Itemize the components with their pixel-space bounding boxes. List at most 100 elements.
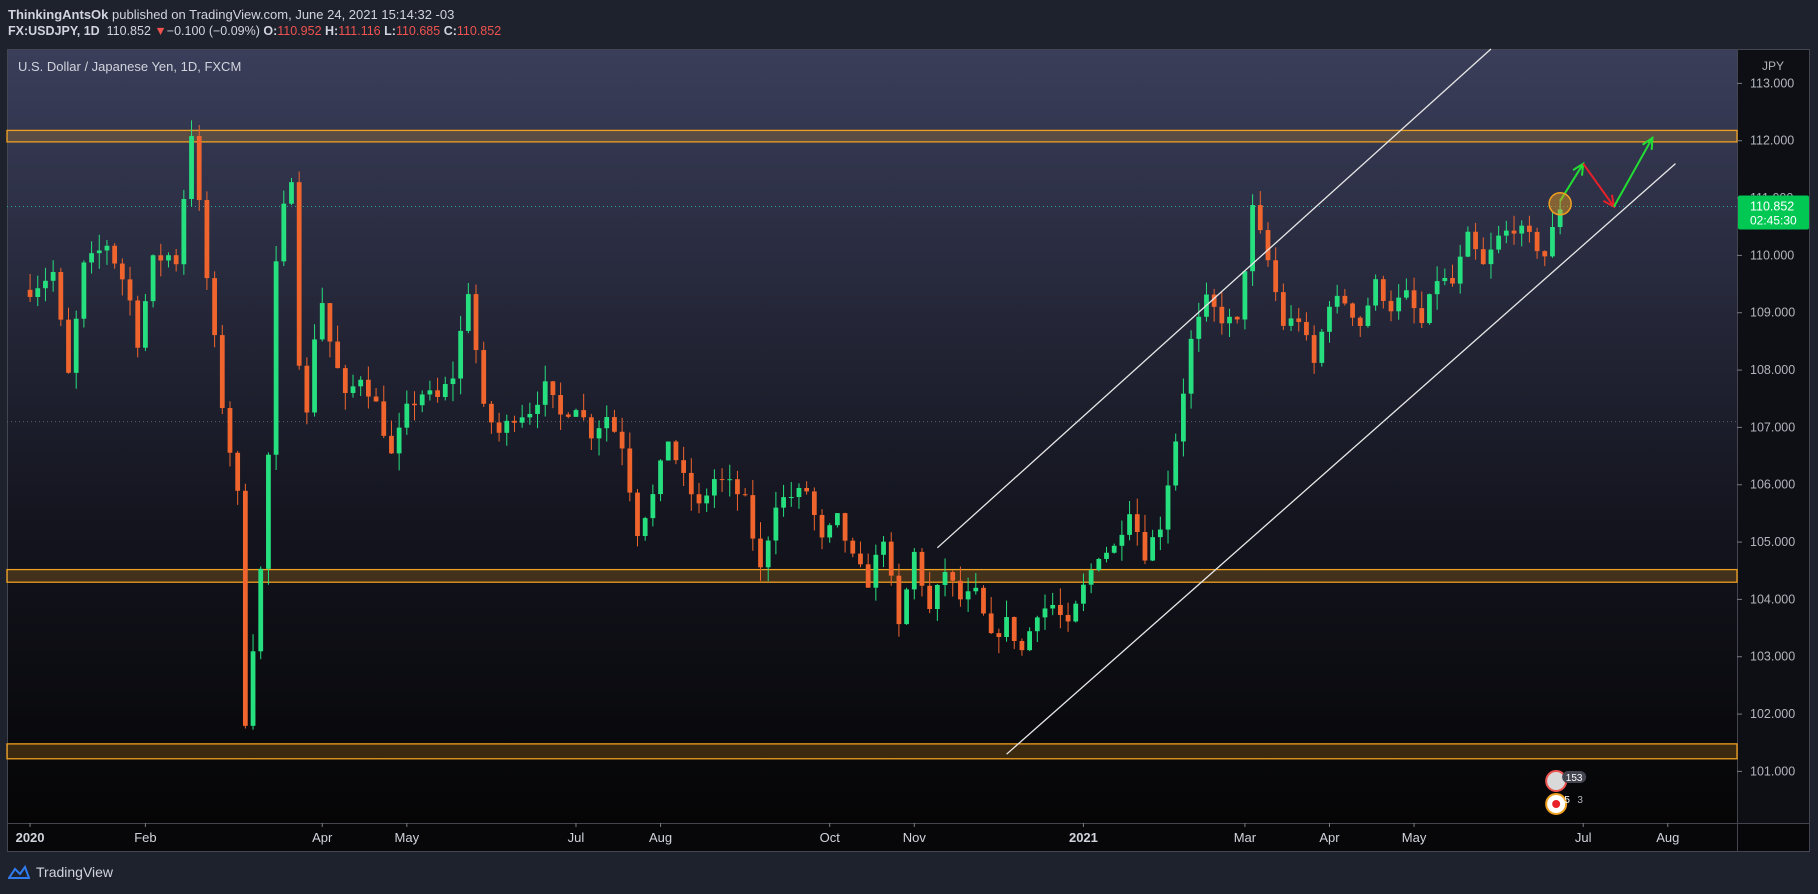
- candle-body: [127, 279, 133, 301]
- candle-body: [796, 487, 802, 498]
- candle-body: [1327, 306, 1332, 332]
- candle-body: [58, 271, 64, 320]
- candle-body: [596, 428, 602, 439]
- candle-body: [1519, 225, 1525, 234]
- close-label: C:: [443, 24, 457, 38]
- candle-body: [196, 135, 202, 201]
- candle-body: [1557, 209, 1563, 228]
- candle-body: [819, 514, 825, 538]
- candle-body: [143, 301, 148, 348]
- y-tick-label: 107.000: [1750, 420, 1795, 434]
- candle-body: [858, 553, 863, 565]
- x-tick-label: Oct: [820, 830, 841, 845]
- candle-body: [1042, 608, 1048, 618]
- candle-body: [1319, 331, 1325, 363]
- candle-body: [119, 263, 125, 280]
- candle-body: [250, 651, 256, 726]
- projection-arrow-up-2: [1613, 137, 1654, 208]
- candle-body: [1096, 558, 1102, 571]
- candle-body: [1396, 297, 1402, 312]
- low-value: 110.685: [395, 24, 441, 38]
- candle-body: [1296, 318, 1302, 322]
- candle-body: [1134, 514, 1140, 532]
- candle-body: [619, 431, 625, 449]
- candle-body: [1288, 318, 1294, 326]
- y-tick-label: 102.000: [1750, 707, 1795, 721]
- candle-body: [942, 572, 948, 585]
- candle-body: [27, 289, 33, 297]
- candle-body: [1342, 295, 1348, 304]
- candle-body: [811, 491, 817, 515]
- candle-body: [934, 584, 940, 610]
- candle-body: [888, 541, 894, 576]
- candle-body: [1196, 316, 1202, 339]
- candle-body: [327, 303, 333, 342]
- chart-frame: [7, 49, 1810, 852]
- tradingview-logo-icon: [8, 865, 30, 879]
- candle-body: [996, 633, 1002, 637]
- candle-body: [496, 422, 502, 433]
- candle-body: [911, 551, 917, 590]
- candle-body: [465, 294, 471, 331]
- candle-body: [1373, 279, 1379, 306]
- candle-body: [558, 395, 563, 415]
- price-axis-area: [1737, 49, 1810, 823]
- tradingview-footer[interactable]: TradingView: [8, 864, 113, 880]
- highlight-circle: [1548, 192, 1572, 216]
- candle-body: [1427, 294, 1432, 324]
- candle-body: [73, 318, 79, 373]
- candle-body: [258, 568, 264, 652]
- symbol-label[interactable]: FX:USDJPY, 1D: [8, 24, 100, 38]
- candle-body: [227, 408, 233, 453]
- candle-body: [1219, 306, 1225, 324]
- candle-body: [1411, 290, 1417, 309]
- candle-body: [881, 541, 886, 555]
- candle-body: [950, 572, 956, 581]
- candle-body: [412, 403, 417, 406]
- candle-body: [519, 417, 525, 423]
- candle-body: [988, 613, 994, 634]
- candle-body: [604, 417, 610, 429]
- candle-body: [135, 300, 141, 348]
- candle-body: [1227, 316, 1232, 324]
- last-value: 110.852: [106, 24, 151, 38]
- candle-body: [735, 479, 740, 495]
- candle-body: [1004, 617, 1009, 637]
- candle-body: [1403, 290, 1409, 298]
- zone-3: [6, 743, 1738, 760]
- candle-body: [1027, 631, 1033, 651]
- candle-body: [1242, 271, 1248, 320]
- x-tick-label: Aug: [1656, 830, 1679, 845]
- candle-body: [535, 404, 540, 414]
- candle-body: [442, 384, 448, 397]
- author-name[interactable]: ThinkingAntsOk: [8, 7, 109, 22]
- candle-body: [1127, 514, 1132, 535]
- candle-body: [242, 490, 248, 726]
- candle-body: [158, 255, 164, 261]
- candle-body: [273, 261, 279, 455]
- candle-body: [1527, 225, 1532, 232]
- last-price-label: 110.852: [1750, 200, 1794, 214]
- x-tick-label: May: [395, 830, 420, 845]
- candle-body: [1157, 529, 1163, 538]
- candle-body: [335, 341, 341, 369]
- candle-body: [1304, 321, 1309, 336]
- candle-body: [750, 495, 756, 539]
- high-label: H:: [325, 24, 339, 38]
- candles: [27, 120, 1563, 730]
- candle-body: [850, 540, 856, 554]
- x-tick-label: Feb: [134, 830, 156, 845]
- candle-body: [927, 585, 933, 610]
- y-tick-label: 110.000: [1750, 248, 1794, 262]
- candle-body: [627, 448, 633, 493]
- candle-body: [389, 435, 394, 454]
- candle-body: [688, 472, 694, 495]
- candle-body: [681, 460, 687, 473]
- projection-arrow-up-1: [1559, 163, 1585, 202]
- candle-body: [358, 379, 364, 387]
- candle-body: [1273, 260, 1279, 293]
- candle-body: [504, 420, 510, 433]
- candle-body: [296, 182, 302, 366]
- candle-body: [1365, 305, 1371, 326]
